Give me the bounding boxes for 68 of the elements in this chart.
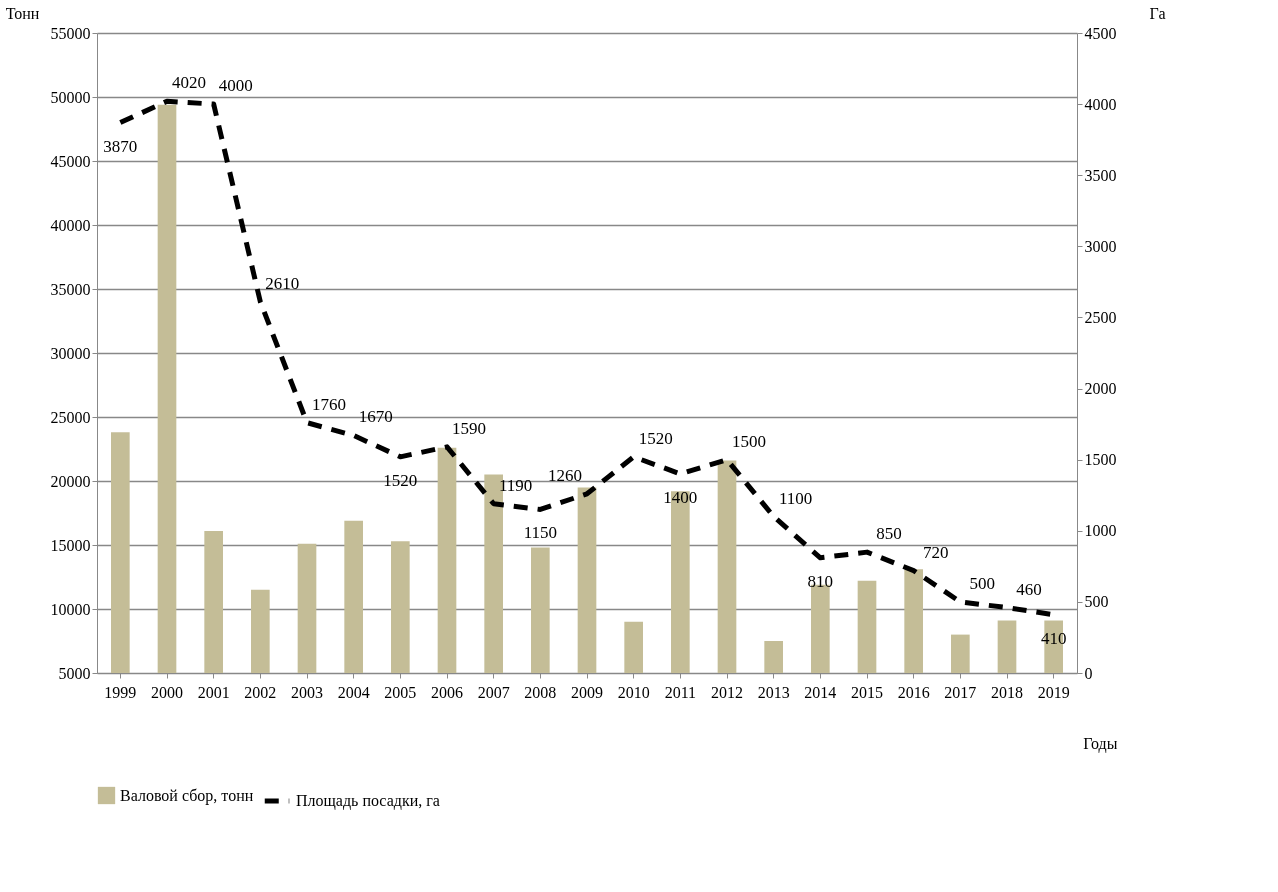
legend-label: Площадь посадки, га [296,792,440,810]
y2-tick-label: 3500 [1084,166,1117,184]
data-label: 1590 [452,418,486,438]
data-label: 1150 [523,523,558,543]
x-tick-label: 2010 [617,683,650,701]
y2-tick-label: 0 [1084,664,1093,682]
x-tick-label: 2004 [337,683,370,701]
x-tick-label: 2011 [664,683,697,701]
y2-tick-label: 4500 [1084,24,1117,42]
y2-tick-label: 2000 [1084,380,1117,398]
data-label: 4000 [218,76,253,96]
x-tick-label: 2002 [244,683,277,701]
x-tick-label: 2018 [991,683,1023,701]
y2-tick-label: 1000 [1084,522,1117,540]
y-tick-label: 15000 [50,536,91,554]
y-tick-label: 50000 [50,88,91,106]
data-label: 1260 [548,465,582,485]
y2-axis-title: Га [1149,4,1166,22]
data-label: 1520 [638,428,673,448]
data-label: 2610 [265,273,300,293]
y-tick-label: 30000 [50,344,91,362]
x-axis-title: Годы [1083,734,1118,753]
x-tick-label: 2015 [851,683,883,701]
y2-tick-label: 2500 [1084,308,1117,326]
y2-tick-label: 1500 [1084,451,1117,469]
data-label: 1670 [358,407,393,427]
data-label: 3870 [103,136,138,156]
data-label: 1760 [312,394,346,414]
x-tick-label: 2012 [711,683,743,701]
x-tick-label: 2013 [757,683,790,701]
y-tick-label: 40000 [50,216,91,234]
x-tick-label: 2019 [1037,683,1070,701]
x-tick-label: 2009 [571,683,603,701]
x-tick-label: 2006 [431,683,463,701]
y-tick-label: 20000 [50,472,91,490]
y-tick-label: 35000 [50,280,91,298]
x-tick-label: 1999 [104,683,137,701]
y-tick-label: 10000 [50,600,91,618]
y-tick-label: 5000 [58,664,91,682]
x-tick-label: 2008 [524,683,557,701]
x-tick-label: 2003 [291,683,323,701]
x-tick-label: 2007 [477,683,510,701]
data-label: 1100 [778,488,813,508]
data-label: 1400 [663,487,698,507]
data-label: 1520 [383,470,418,490]
y2-tick-label: 4000 [1084,95,1117,113]
x-tick-label: 2014 [804,683,837,701]
data-label: 810 [807,571,834,591]
y-tick-label: 55000 [50,24,91,42]
data-label: 720 [922,542,949,562]
data-label: 4020 [172,73,206,93]
x-tick-label: 2016 [897,683,930,701]
y2-tick-label: 500 [1084,593,1109,611]
x-tick-label: 2000 [151,683,183,701]
y2-tick-label: 3000 [1084,237,1117,255]
x-tick-label: 2001 [197,683,230,701]
data-label: 850 [876,524,902,544]
data-label: 1500 [732,431,766,451]
legend-label: Валовой сбор, тонн [120,786,254,805]
data-label: 410 [1040,628,1067,648]
y-axis-title: Тонн [5,4,40,22]
y-tick-label: 25000 [50,408,91,426]
y-tick-label: 45000 [50,152,91,170]
data-label: 1190 [498,475,533,495]
data-label: 460 [1016,579,1042,599]
x-tick-label: 2005 [384,683,417,701]
data-label: 500 [969,573,996,593]
x-tick-label: 2017 [944,683,977,701]
